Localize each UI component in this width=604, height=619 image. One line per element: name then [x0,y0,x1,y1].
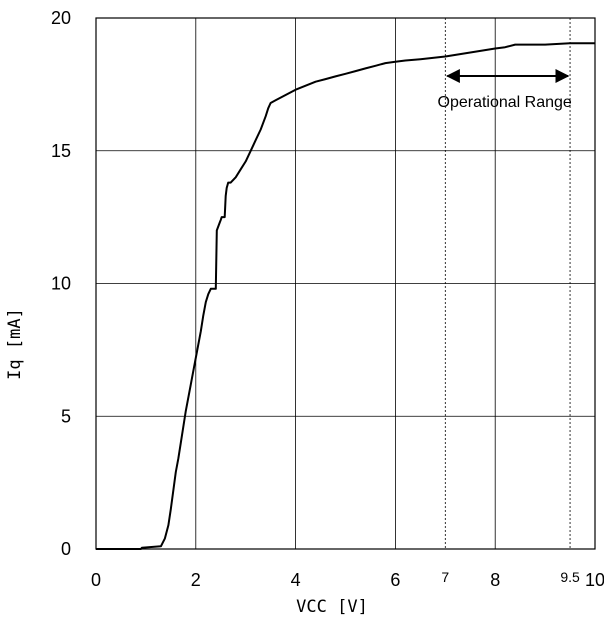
x-tick-label-0: 0 [91,570,101,590]
annotation-layer: Operational Range [438,69,572,111]
y-tick-label-0: 0 [61,539,71,559]
y-tick-label-5: 5 [61,406,71,426]
x-tick-label-8: 8 [490,570,500,590]
y-tick-label-15: 15 [51,141,71,161]
operational-range-label: Operational Range [438,94,572,111]
grid-lines [96,18,595,549]
curve-layer [96,42,595,550]
x-tick-label-9-5: 9.5 [560,569,580,585]
y-tick-label-20: 20 [51,8,71,28]
x-tick-label-7: 7 [441,569,449,585]
x-tick-label-4: 4 [291,570,301,590]
plot-frame [95,17,596,550]
x-axis-title: VCC [V] [296,597,368,617]
y-tick-label-10: 10 [51,274,71,294]
x-tick-labels: 0 2 4 6 7 8 9.5 10 [91,569,604,590]
y-tick-labels: 0 5 10 15 20 [51,8,71,559]
series-line-0 [96,42,595,550]
x-tick-label-10: 10 [585,570,604,590]
x-tick-label-2: 2 [191,570,201,590]
y-axis-title: Iq [mA] [5,308,25,380]
x-tick-label-6: 6 [390,570,400,590]
